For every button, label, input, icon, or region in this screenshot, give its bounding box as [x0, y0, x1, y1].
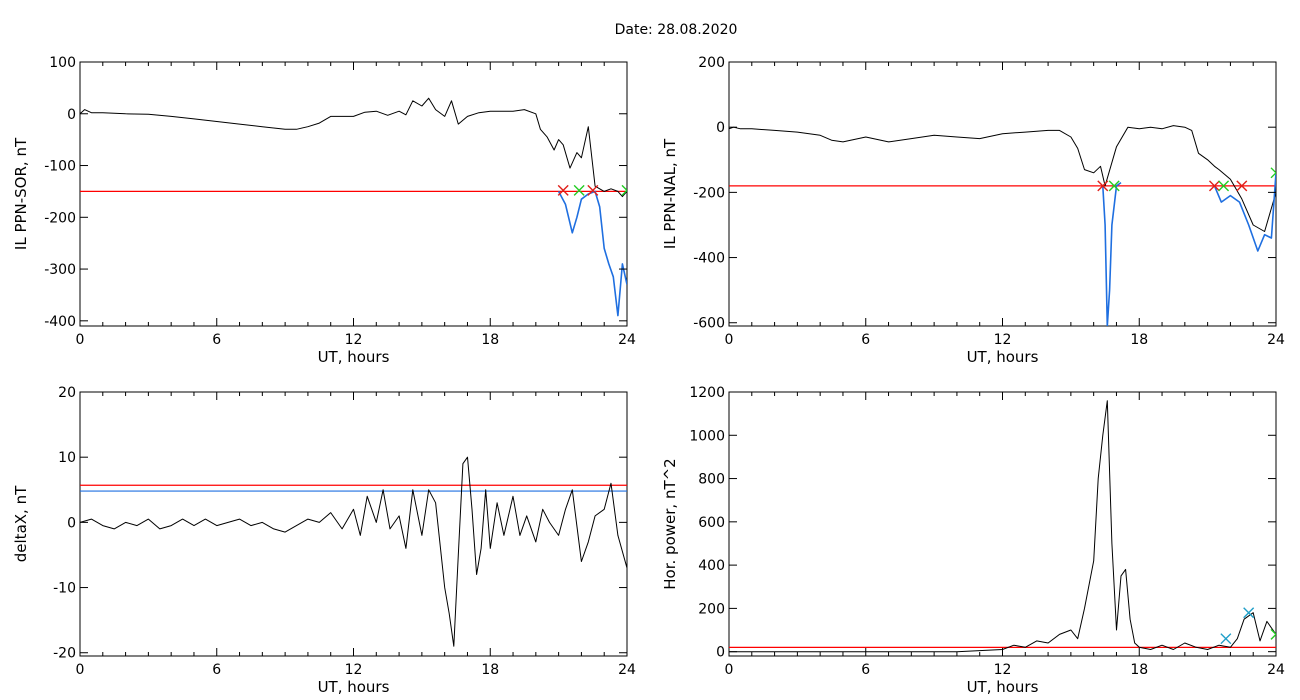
chart-deltax: 0 6 12 18 24 20 10 0 -10 -20 UT, hours deltaX, nT: [12, 385, 636, 696]
event-marker: [1220, 633, 1232, 645]
chart-sor: 0 6 12 18 24 100 0 -100 -200 -300 -400 UT, hours IL …: [12, 55, 636, 366]
y-tick-label: -600: [693, 316, 725, 332]
y-tick-label: 20: [58, 385, 76, 401]
plot-frame: [79, 61, 628, 327]
y-tick-label: 800: [698, 472, 725, 488]
event-marker: [1208, 180, 1220, 192]
x-tick-label: 6: [212, 332, 221, 348]
chart-power: 0 6 12 18 24 1200 1000 800 600 400 200 0 UT, hours Ho…: [661, 385, 1285, 696]
y-tick-label: 200: [698, 55, 725, 71]
x-tick-label: 0: [725, 332, 734, 348]
y-tick-label: -300: [44, 262, 76, 278]
y-tick-label: 200: [698, 601, 725, 617]
y-axis-label: IL PPN-SOR, nT: [12, 137, 30, 250]
y-tick-label: 0: [716, 645, 725, 661]
x-tick-label: 12: [345, 332, 363, 348]
series-line: [729, 125, 1276, 232]
x-axis-label: UT, hours: [318, 348, 390, 366]
plot-area: [80, 456, 627, 647]
x-tick-label: 18: [481, 662, 499, 678]
event-marker: [573, 184, 585, 196]
y-tick-label: 400: [698, 558, 725, 574]
y-tick-label: -100: [44, 159, 76, 175]
y-tick-label: 0: [67, 515, 76, 531]
x-tick-label: 0: [76, 662, 85, 678]
highlight-series-line: [557, 190, 627, 317]
y-tick-label: -20: [53, 646, 76, 662]
plot-frame: [728, 391, 1277, 657]
x-axis-label: UT, hours: [967, 678, 1039, 696]
plot-area: [729, 125, 1276, 326]
x-tick-label: 24: [618, 662, 636, 678]
y-tick-label: 100: [49, 55, 76, 71]
y-axis-label: Hor. power, nT^2: [661, 458, 679, 589]
x-tick-label: 12: [994, 662, 1012, 678]
y-tick-label: 1200: [689, 385, 725, 401]
series-line: [80, 456, 627, 647]
event-marker: [1270, 167, 1276, 179]
x-tick-label: 6: [861, 662, 870, 678]
plot-frame: [79, 391, 628, 657]
x-tick-label: 12: [345, 662, 363, 678]
x-tick-label: 6: [861, 332, 870, 348]
x-tick-label: 18: [1130, 662, 1148, 678]
event-marker: [587, 184, 599, 196]
x-axis-label: UT, hours: [318, 678, 390, 696]
event-marker: [621, 184, 627, 196]
event-marker: [1243, 607, 1255, 619]
y-tick-label: -10: [53, 581, 76, 597]
y-tick-label: 1000: [689, 428, 725, 444]
event-marker: [1236, 180, 1248, 192]
y-tick-label: 0: [716, 120, 725, 136]
event-marker: [1218, 180, 1230, 192]
y-tick-label: 0: [67, 107, 76, 123]
x-tick-label: 18: [481, 332, 499, 348]
x-tick-label: 24: [1267, 662, 1285, 678]
x-tick-label: 18: [1130, 332, 1148, 348]
event-marker: [1270, 628, 1276, 640]
plot-area: [729, 400, 1276, 653]
y-tick-label: -200: [44, 210, 76, 226]
y-tick-label: -400: [44, 314, 76, 330]
x-tick-label: 12: [994, 332, 1012, 348]
y-axis-label: IL PPN-NAL, nT: [661, 138, 679, 249]
plot-frame: [728, 61, 1277, 327]
y-tick-label: 600: [698, 515, 725, 531]
event-marker: [1108, 180, 1120, 192]
y-tick-label: -200: [693, 185, 725, 201]
x-tick-label: 24: [1267, 332, 1285, 348]
x-tick-label: 24: [618, 332, 636, 348]
x-tick-label: 0: [76, 332, 85, 348]
chart-nal: 0 6 12 18 24 200 0 -200 -400 -600 UT, hours IL PPN-…: [661, 55, 1285, 366]
x-tick-label: 0: [725, 662, 734, 678]
event-marker: [557, 184, 569, 196]
highlight-series-line: [1102, 181, 1122, 326]
x-axis-label: UT, hours: [967, 348, 1039, 366]
event-marker: [1097, 180, 1109, 192]
figure-title: Date: 28.08.2020: [615, 22, 738, 38]
y-axis-label: deltaX, nT: [12, 485, 30, 562]
series-line: [729, 400, 1276, 653]
x-tick-label: 6: [212, 662, 221, 678]
plot-area: [80, 97, 627, 317]
y-tick-label: -400: [693, 251, 725, 267]
y-tick-label: 10: [58, 450, 76, 466]
series-line: [80, 97, 627, 198]
highlight-series-line: [1213, 172, 1276, 252]
